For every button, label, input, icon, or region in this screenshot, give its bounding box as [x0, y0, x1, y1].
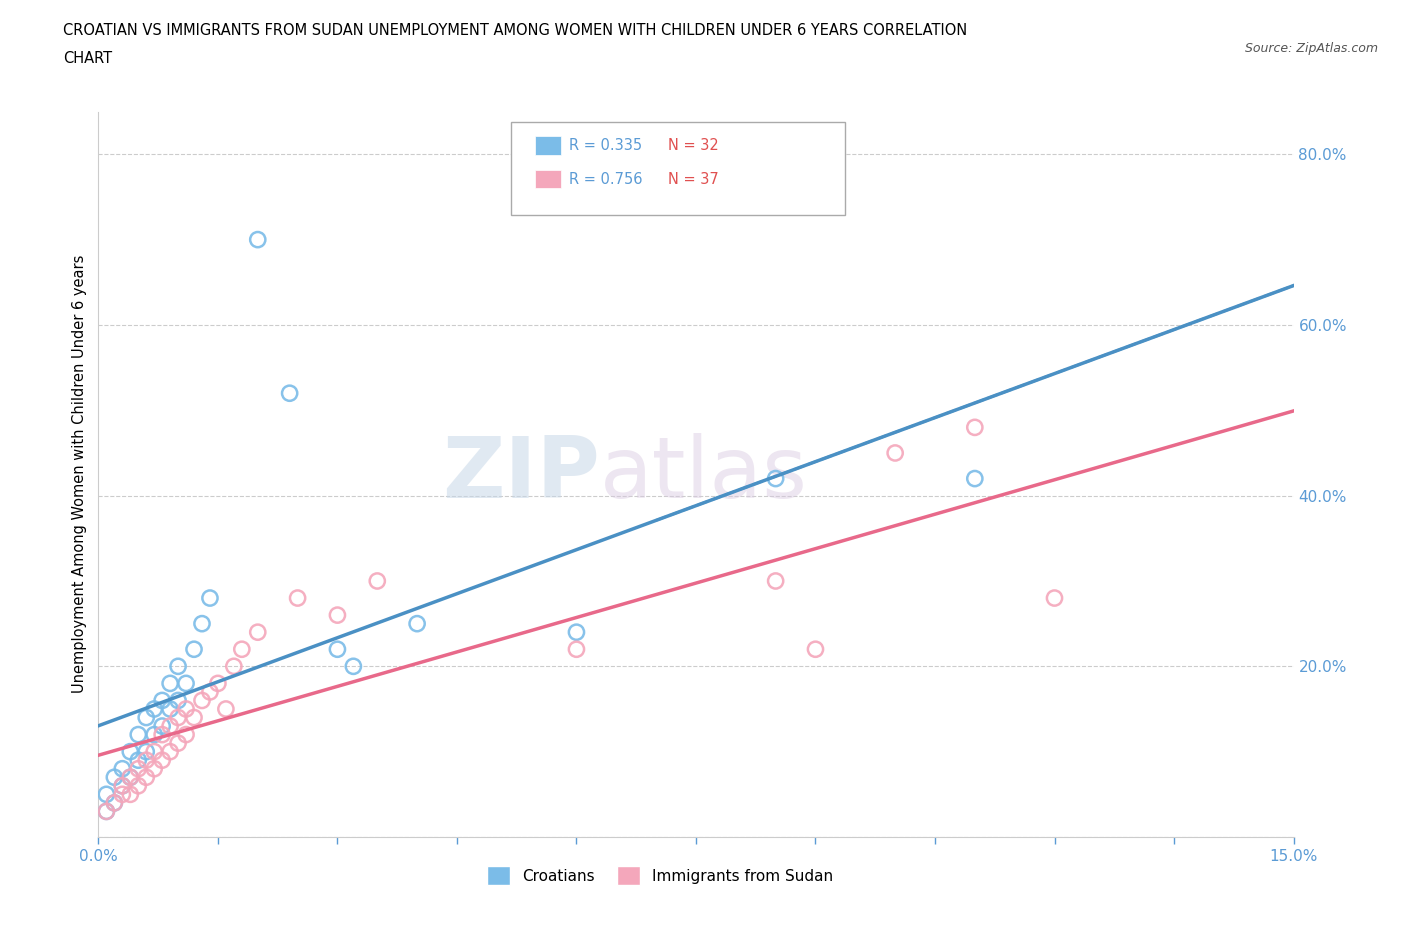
Point: [111, 762, 134, 777]
Point: [120, 770, 142, 785]
Point: [167, 693, 190, 708]
Point: [150, 693, 173, 708]
Point: [143, 744, 166, 759]
Point: [183, 711, 205, 725]
Point: [159, 744, 181, 759]
Point: [366, 574, 388, 589]
Point: [326, 607, 349, 622]
Point: [765, 574, 787, 589]
Point: [150, 727, 173, 742]
Text: R = 0.335: R = 0.335: [569, 139, 643, 153]
Legend: Croatians, Immigrants from Sudan: Croatians, Immigrants from Sudan: [481, 860, 839, 891]
Point: [167, 736, 190, 751]
Point: [231, 642, 253, 657]
Text: atlas: atlas: [600, 432, 808, 516]
Point: [111, 778, 134, 793]
Point: [103, 795, 125, 810]
Point: [111, 778, 134, 793]
FancyBboxPatch shape: [510, 122, 845, 215]
Point: [246, 625, 269, 640]
Point: [1043, 591, 1066, 605]
Point: [135, 752, 157, 767]
Point: [191, 693, 214, 708]
Point: [174, 727, 197, 742]
Point: [174, 701, 197, 716]
Point: [963, 472, 986, 486]
Bar: [534, 137, 561, 155]
Point: [127, 752, 149, 767]
Point: [207, 676, 229, 691]
Point: [406, 617, 429, 631]
Point: [120, 787, 142, 802]
Point: [198, 591, 221, 605]
Point: [804, 642, 827, 657]
Text: Source: ZipAtlas.com: Source: ZipAtlas.com: [1244, 42, 1378, 55]
Text: CROATIAN VS IMMIGRANTS FROM SUDAN UNEMPLOYMENT AMONG WOMEN WITH CHILDREN UNDER 6: CROATIAN VS IMMIGRANTS FROM SUDAN UNEMPL…: [63, 23, 967, 38]
Point: [884, 445, 907, 460]
Text: ZIP: ZIP: [443, 432, 600, 516]
Point: [167, 658, 190, 673]
Point: [278, 386, 301, 401]
Point: [183, 642, 205, 657]
Point: [159, 676, 181, 691]
Point: [143, 727, 166, 742]
Point: [765, 472, 787, 486]
Point: [174, 676, 197, 691]
Point: [111, 787, 134, 802]
Point: [246, 232, 269, 247]
Point: [342, 658, 364, 673]
Text: CHART: CHART: [63, 51, 112, 66]
Point: [159, 701, 181, 716]
Point: [159, 719, 181, 734]
Point: [287, 591, 309, 605]
Text: R = 0.756: R = 0.756: [569, 171, 643, 187]
Text: N = 32: N = 32: [668, 139, 720, 153]
Point: [565, 625, 588, 640]
Point: [96, 804, 118, 818]
Point: [96, 787, 118, 802]
Point: [150, 719, 173, 734]
Point: [326, 642, 349, 657]
Point: [167, 711, 190, 725]
Point: [103, 770, 125, 785]
Point: [963, 420, 986, 435]
Point: [127, 727, 149, 742]
Point: [191, 617, 214, 631]
Y-axis label: Unemployment Among Women with Children Under 6 years: Unemployment Among Women with Children U…: [72, 255, 87, 694]
Bar: [534, 169, 561, 189]
Point: [565, 642, 588, 657]
Point: [222, 658, 245, 673]
Point: [143, 762, 166, 777]
Point: [215, 701, 238, 716]
Point: [120, 744, 142, 759]
Point: [103, 795, 125, 810]
Point: [135, 711, 157, 725]
Point: [150, 752, 173, 767]
Point: [127, 762, 149, 777]
Point: [198, 684, 221, 699]
Point: [143, 701, 166, 716]
Text: N = 37: N = 37: [668, 171, 720, 187]
Point: [127, 778, 149, 793]
Point: [135, 744, 157, 759]
Point: [135, 770, 157, 785]
Point: [96, 804, 118, 818]
Point: [120, 770, 142, 785]
